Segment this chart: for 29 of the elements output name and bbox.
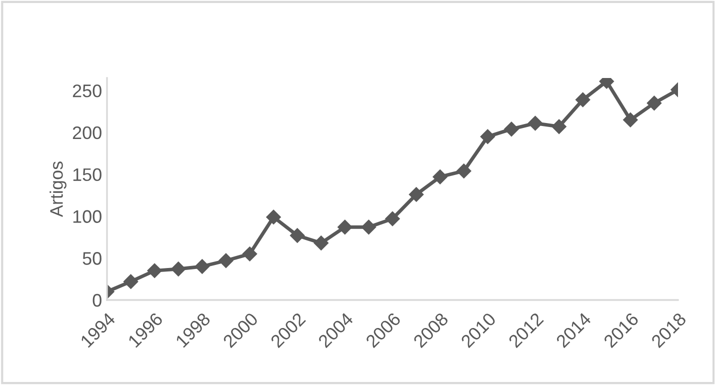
point <box>194 259 210 274</box>
y-tick-label: 150 <box>73 168 102 182</box>
point <box>480 129 496 144</box>
point <box>170 262 186 276</box>
point <box>123 274 138 289</box>
point <box>408 187 424 202</box>
point <box>338 220 352 235</box>
y-tick-label: 100 <box>73 210 102 223</box>
point <box>290 228 305 243</box>
y-axis-title: Artigos <box>50 162 66 218</box>
point <box>646 96 662 111</box>
y-tick-label: 250 <box>72 84 102 98</box>
y-tick-label: 0 <box>92 294 102 307</box>
point <box>504 122 519 136</box>
y-tick-label: 200 <box>72 126 102 140</box>
point <box>552 119 566 134</box>
point <box>361 220 376 235</box>
point <box>147 263 162 278</box>
point <box>218 253 234 268</box>
point <box>432 169 448 184</box>
point <box>528 116 543 131</box>
point <box>623 112 638 128</box>
point <box>575 92 590 108</box>
point <box>242 246 258 262</box>
point <box>385 211 400 226</box>
y-tick-label: 50 <box>82 252 102 265</box>
point <box>266 210 281 224</box>
point <box>456 164 472 178</box>
point <box>314 236 329 250</box>
